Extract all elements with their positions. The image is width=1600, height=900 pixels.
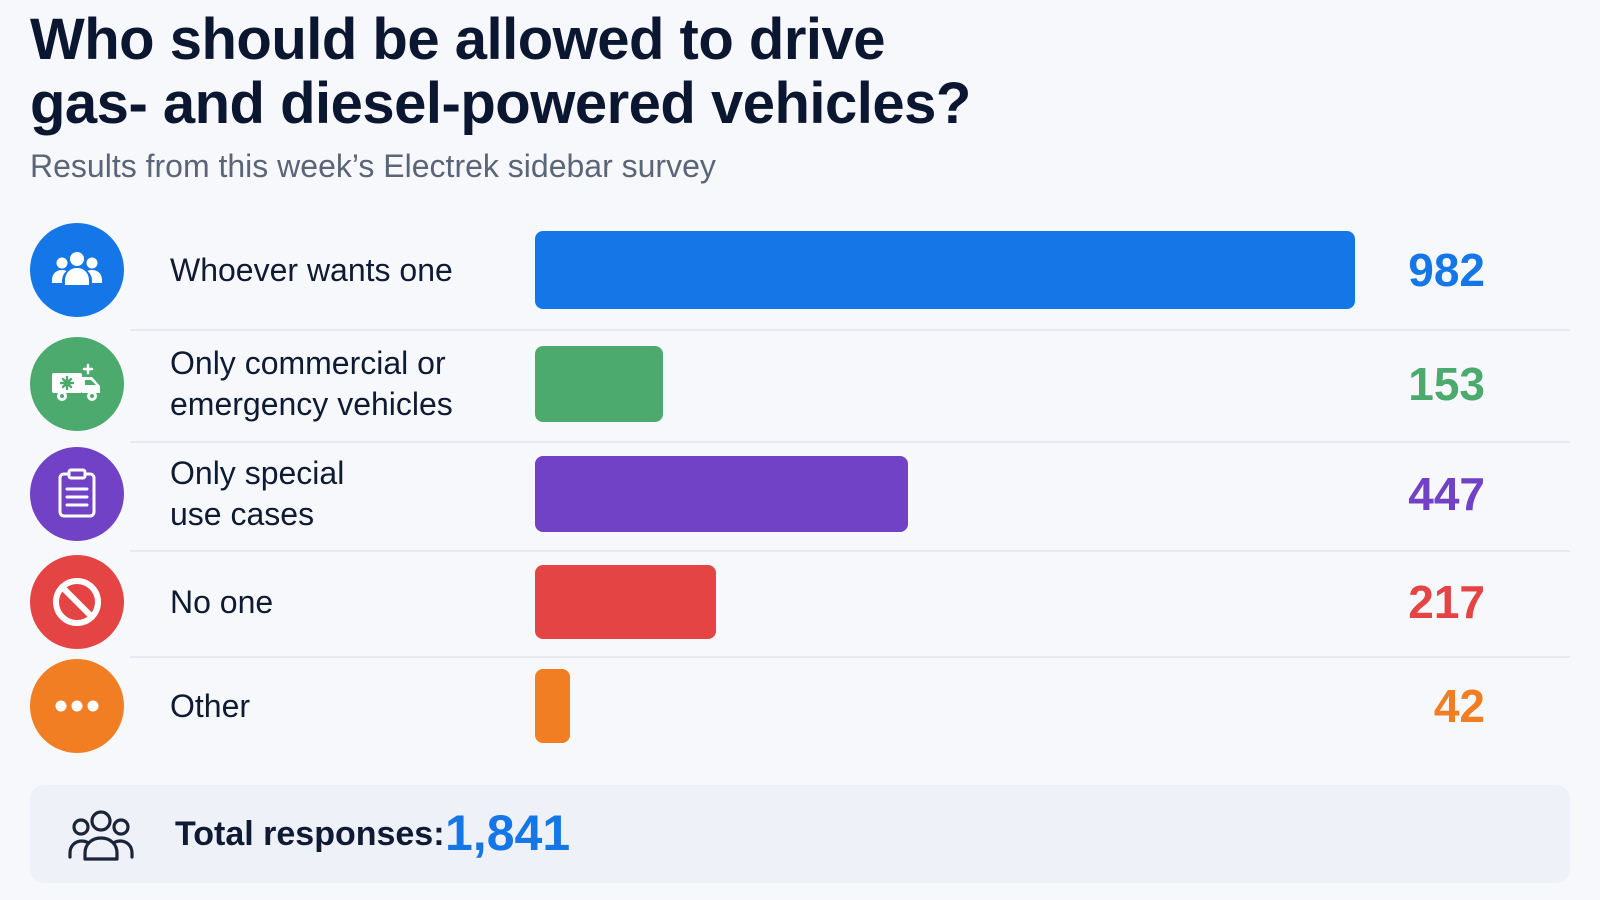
bar <box>535 669 570 743</box>
chart-subtitle: Results from this week’s Electrek sideba… <box>30 148 716 184</box>
category-label: Whoever wants one <box>170 250 510 291</box>
category-label-line: No one <box>170 583 274 620</box>
total-responses-label: Total responses: <box>175 815 445 853</box>
data-label: 217 <box>1408 576 1485 628</box>
bar <box>535 565 716 639</box>
title-block: Who should be allowed to drive gas- and … <box>30 8 1230 186</box>
people-outline-icon <box>68 810 134 861</box>
category-icon-circle <box>30 447 124 541</box>
row-divider <box>130 550 1570 552</box>
row-divider <box>130 656 1570 658</box>
category-icon-circle <box>30 659 124 753</box>
chart-title-line-2: gas- and diesel-powered vehicles? <box>30 71 971 136</box>
category-icon-circle <box>30 337 124 431</box>
category-label: Only special use cases <box>170 453 510 535</box>
category-label: Only commercial or emergency vehicles <box>170 343 510 425</box>
category-label-line: Whoever wants one <box>170 251 453 288</box>
category-label-line: Only commercial or <box>170 345 446 381</box>
category-label-line: emergency vehicles <box>170 386 453 422</box>
chart-title: Who should be allowed to drive gas- and … <box>30 8 1230 136</box>
clipboard-icon <box>58 468 96 518</box>
category-label-line: Other <box>170 687 251 724</box>
total-responses-box: Total responses: 1,841 <box>30 785 1570 883</box>
bar <box>535 456 908 532</box>
category-label-line: use cases <box>170 496 315 532</box>
ambulance-icon <box>52 363 100 401</box>
bar <box>535 346 663 422</box>
category-label-line: Only special <box>170 455 345 491</box>
category-label: Other <box>170 686 510 727</box>
total-responses-value: 1,841 <box>445 805 571 861</box>
more-icon <box>55 700 99 712</box>
bar-chart: Whoever wants one 982 Only commercial or em… <box>0 220 1600 760</box>
group-icon <box>52 252 102 285</box>
category-label: No one <box>170 582 510 623</box>
row-divider <box>130 329 1570 331</box>
row-divider <box>130 441 1570 443</box>
data-label: 42 <box>1433 680 1485 732</box>
chart-title-line-1: Who should be allowed to drive <box>30 7 886 72</box>
data-label: 447 <box>1408 468 1485 520</box>
category-icon-circle <box>30 555 124 649</box>
category-icon-circle <box>30 223 124 317</box>
bar <box>535 231 1355 309</box>
data-label: 982 <box>1408 244 1485 296</box>
data-label: 153 <box>1408 358 1485 410</box>
prohibited-icon <box>53 578 101 626</box>
